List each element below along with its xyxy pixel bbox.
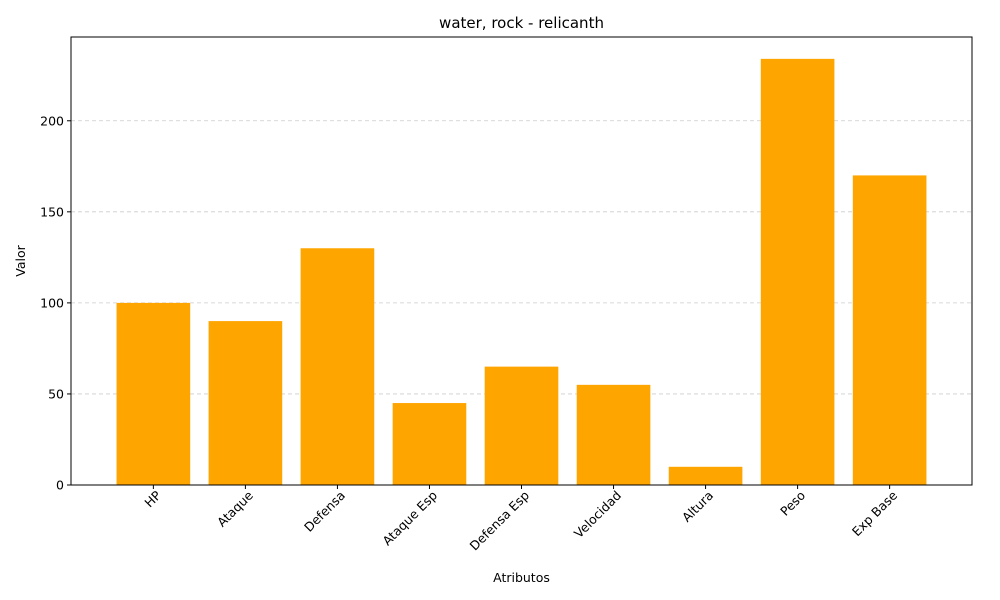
chart-title: water, rock - relicanth [439, 14, 604, 32]
y-tick-label: 100 [40, 295, 64, 310]
bar [392, 403, 467, 485]
x-tick-label: Ataque [214, 487, 256, 529]
x-tick-label: Ataque Esp [379, 488, 440, 549]
bar [300, 248, 375, 485]
x-tick-label: Velocidad [571, 488, 624, 541]
x-tick-label: Exp Base [849, 487, 901, 539]
y-tick-label: 50 [48, 386, 64, 401]
x-tick-label: Defensa Esp [466, 488, 532, 554]
y-axis: 0 50 100 150 200 [40, 113, 71, 493]
y-tick-label: 150 [40, 204, 64, 219]
bar [484, 366, 559, 485]
bar [668, 466, 743, 485]
x-tick-label: Peso [777, 488, 808, 519]
x-axis-title: Atributos [493, 570, 550, 585]
bar [576, 384, 651, 485]
x-axis: HP Ataque Defensa Ataque Esp Defensa Esp Velo… [141, 485, 900, 553]
bar [760, 58, 835, 485]
bar [852, 175, 927, 486]
x-tick-label: Defensa [301, 488, 348, 535]
y-tick-label: 0 [56, 478, 64, 493]
y-axis-title: Valor [13, 244, 28, 276]
bar [208, 321, 283, 485]
y-tick-label: 200 [40, 113, 64, 128]
x-tick-label: Altura [679, 488, 716, 525]
bars [116, 58, 927, 486]
grid [71, 120, 972, 395]
x-tick-label: HP [141, 487, 164, 510]
bar [116, 302, 191, 485]
